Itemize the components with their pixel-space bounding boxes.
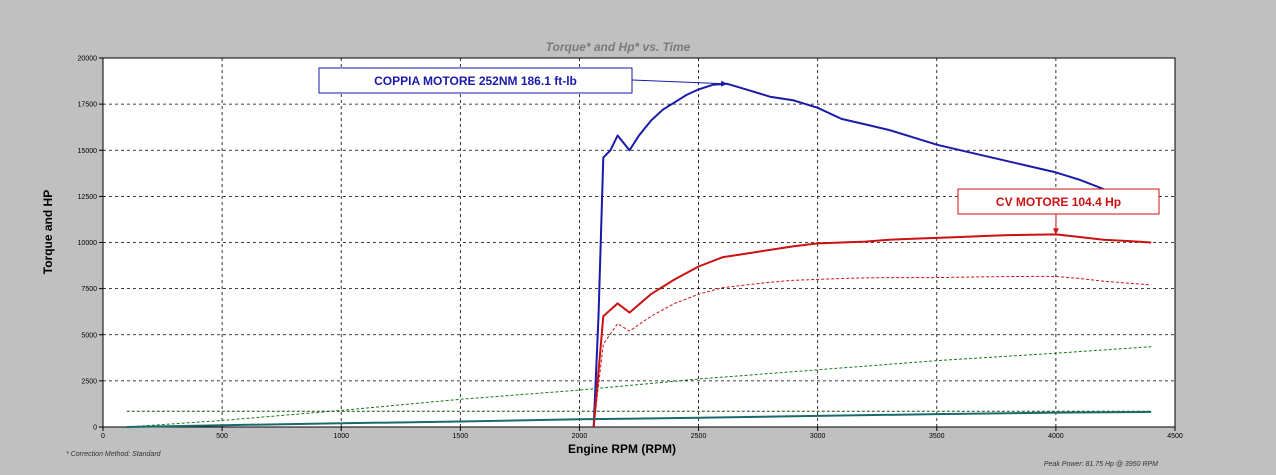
series-line-4 bbox=[126, 346, 1152, 428]
footnote-correction: * Correction Method: Standard bbox=[66, 451, 162, 458]
y-axis-label: Torque and HP bbox=[41, 190, 55, 274]
y-tick-label: 12500 bbox=[78, 194, 98, 201]
series-line-1 bbox=[592, 82, 1104, 428]
y-tick-label: 5000 bbox=[81, 332, 97, 339]
x-tick-label: 3500 bbox=[929, 433, 945, 440]
footnote-peak-power: Peak Power: 81.75 Hp @ 3950 RPM bbox=[1044, 461, 1158, 468]
callout-text-1: COPPIA MOTORE 252NM 186.1 ft-lb bbox=[374, 74, 577, 88]
x-tick-label: 4000 bbox=[1048, 433, 1064, 440]
tick-labels: 0 500 1000 1500 2000 2500 3000 3500 4000 4500 0 250… bbox=[78, 56, 1183, 441]
x-tick-label: 1500 bbox=[453, 433, 469, 440]
x-tick-label: 3000 bbox=[810, 433, 826, 440]
callout-leader-1 bbox=[631, 79, 728, 85]
x-axis-label: Engine RPM (RPM) bbox=[568, 442, 676, 456]
x-tick-label: 2000 bbox=[572, 433, 588, 440]
callouts: COPPIA MOTORE 252NM 186.1 ft-lb CV MOTORE… bbox=[318, 67, 1160, 235]
y-tick-label: 2500 bbox=[81, 378, 97, 385]
series-line-6 bbox=[126, 410, 1152, 428]
y-tick-label: 7500 bbox=[81, 286, 97, 293]
series-layer bbox=[126, 82, 1152, 428]
y-tick-label: 15000 bbox=[78, 148, 98, 155]
y-tick-label: 10000 bbox=[78, 240, 98, 247]
y-tick-label: 20000 bbox=[78, 56, 98, 63]
callout-arrow-2 bbox=[1052, 228, 1059, 235]
x-tick-label: 2500 bbox=[691, 433, 707, 440]
y-tick-label: 0 bbox=[93, 425, 97, 432]
x-tick-label: 4500 bbox=[1167, 433, 1183, 440]
x-tick-label: 0 bbox=[101, 433, 105, 440]
grid-lines bbox=[103, 58, 1175, 427]
callout-box-2 bbox=[957, 188, 1160, 215]
callout-text-2: CV MOTORE 104.4 Hp bbox=[996, 195, 1121, 209]
series-line-2 bbox=[592, 233, 1152, 428]
callout-box-1 bbox=[318, 67, 633, 94]
x-tick-label: 500 bbox=[216, 433, 228, 440]
chart-title: Torque* and Hp* vs. Time bbox=[546, 40, 691, 54]
x-tick-label: 1000 bbox=[333, 433, 349, 440]
y-tick-label: 17500 bbox=[78, 102, 98, 109]
series-line-3 bbox=[593, 275, 1152, 428]
callout-arrow-1 bbox=[721, 80, 728, 87]
